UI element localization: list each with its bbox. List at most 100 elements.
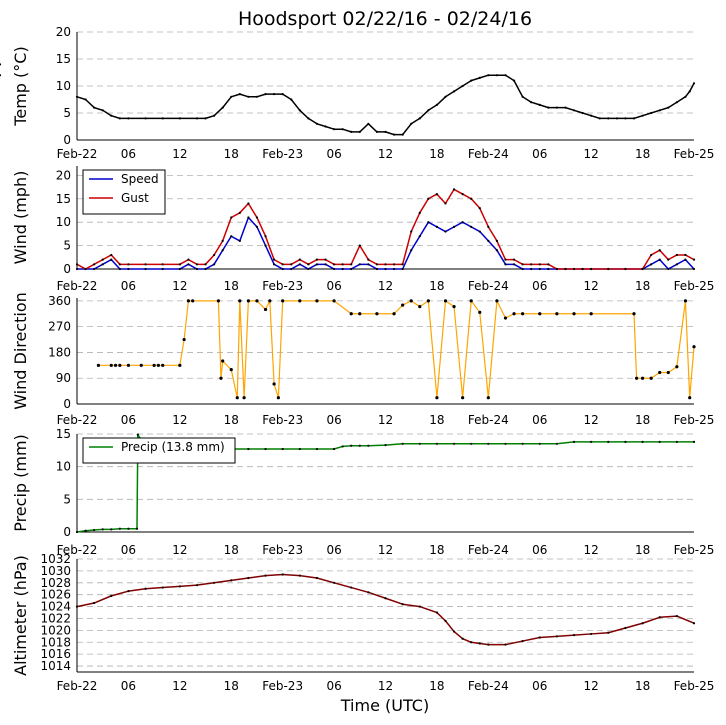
- direction-point: [658, 370, 662, 375]
- temp-xtick-label: 12: [584, 147, 599, 161]
- temp-point: [461, 84, 464, 88]
- direction-point: [692, 345, 696, 349]
- wind-xtick-label: Feb-22: [57, 279, 98, 293]
- wind-point: [521, 267, 524, 271]
- temp-point: [307, 117, 310, 120]
- precip-point: [487, 442, 490, 445]
- precip-xtick-label: Feb-23: [262, 543, 303, 557]
- precip-ytick-label: 5: [63, 492, 71, 506]
- wind-point: [650, 263, 653, 266]
- wind-point: [118, 267, 121, 271]
- wind-point: [452, 188, 456, 191]
- wind-point: [255, 216, 259, 219]
- temp-point: [392, 133, 396, 136]
- precip-y-axis-title: Precip (mm): [11, 434, 30, 532]
- direction-point: [589, 312, 593, 316]
- precip-point: [93, 528, 96, 532]
- altimeter-point: [692, 622, 696, 625]
- precip-point: [298, 447, 301, 451]
- temp-point: [230, 95, 233, 98]
- direction-point: [461, 396, 465, 400]
- wind-xtick-label: Feb-23: [262, 279, 303, 293]
- direction-panel: 0 90 180 270 360 Feb-22 06 12 18 Feb-23 06 12 18 Feb-…: [11, 292, 714, 427]
- precip-point: [367, 444, 370, 447]
- altimeter-xtick-label: 18: [224, 679, 239, 693]
- direction-point: [238, 299, 242, 303]
- altimeter-point: [230, 579, 233, 582]
- precip-point: [572, 440, 576, 443]
- wind-point: [161, 267, 164, 271]
- wind-point: [110, 258, 113, 261]
- wind-point: [332, 263, 336, 266]
- temp-point: [0, 63, 2, 66]
- direction-point: [246, 299, 250, 303]
- direction-point: [263, 307, 268, 312]
- temp-point: [607, 117, 610, 120]
- direction-point: [469, 299, 473, 303]
- precip-point: [521, 442, 524, 445]
- temp-point: [401, 133, 404, 136]
- direction-xtick-label: 12: [378, 413, 393, 427]
- temp-ytick-label: 20: [56, 25, 71, 39]
- temp-xtick-label: Feb-23: [262, 147, 303, 161]
- direction-point: [298, 299, 302, 303]
- direction-point: [229, 368, 233, 372]
- wind-point: [264, 235, 267, 238]
- temp-point: [350, 130, 353, 133]
- wind-point: [487, 225, 490, 228]
- temp-point: [204, 117, 207, 120]
- temp-point: [247, 95, 250, 98]
- temp-point: [632, 117, 636, 120]
- temp-point: [512, 79, 516, 82]
- temp-point: [418, 117, 421, 120]
- direction-xtick-label: Feb-22: [57, 413, 98, 427]
- wind-point: [538, 263, 541, 266]
- precip-point: [101, 528, 104, 531]
- temp-point: [161, 117, 164, 120]
- wind-point: [204, 263, 207, 266]
- altimeter-point: [590, 632, 593, 636]
- wind-point: [470, 225, 473, 228]
- wind-point: [512, 258, 516, 261]
- wind-point: [204, 267, 207, 271]
- temp-point: [144, 117, 147, 120]
- wind-point: [495, 249, 499, 252]
- precip-point: [675, 440, 678, 443]
- precip-legend: Precip (13.8 mm): [82, 437, 236, 464]
- direction-xtick-label: Feb-24: [468, 413, 509, 427]
- wind-point: [504, 258, 507, 261]
- direction-point: [495, 299, 499, 303]
- temp-ytick-label: 10: [56, 79, 71, 93]
- direction-point: [418, 304, 422, 309]
- direction-xtick-label: 12: [584, 413, 599, 427]
- temp-point: [110, 114, 113, 117]
- altimeter-point: [110, 594, 113, 597]
- temp-point: [688, 90, 691, 93]
- wind-point: [367, 258, 370, 261]
- x-axis-title: Time (UTC): [340, 696, 429, 715]
- wind-point: [221, 249, 224, 252]
- direction-ytick-label: 90: [56, 371, 71, 385]
- wind-point: [272, 258, 276, 261]
- temp-point: [255, 95, 259, 98]
- direction-point: [443, 299, 448, 303]
- temp-point: [178, 117, 181, 120]
- altimeter-point: [572, 634, 576, 637]
- altimeter-ytick-label: 1028: [40, 576, 71, 590]
- precip-xtick-label: 18: [224, 543, 239, 557]
- wind-point: [93, 263, 96, 266]
- altimeter-point: [444, 619, 447, 622]
- temp-xtick-label: 06: [121, 147, 136, 161]
- altimeter-point: [521, 639, 524, 643]
- wind-point: [178, 267, 181, 271]
- wind-point: [281, 263, 284, 266]
- wind-point: [675, 253, 678, 257]
- precip-xtick-label: 18: [635, 543, 650, 557]
- precip-point: [264, 447, 267, 451]
- wind-point: [324, 263, 327, 266]
- temp-xtick-label: Feb-25: [674, 147, 715, 161]
- altimeter-xtick-label: Feb-25: [674, 679, 715, 693]
- temp-point: [118, 117, 121, 120]
- precip-point: [590, 440, 593, 443]
- wind-point: [290, 267, 293, 271]
